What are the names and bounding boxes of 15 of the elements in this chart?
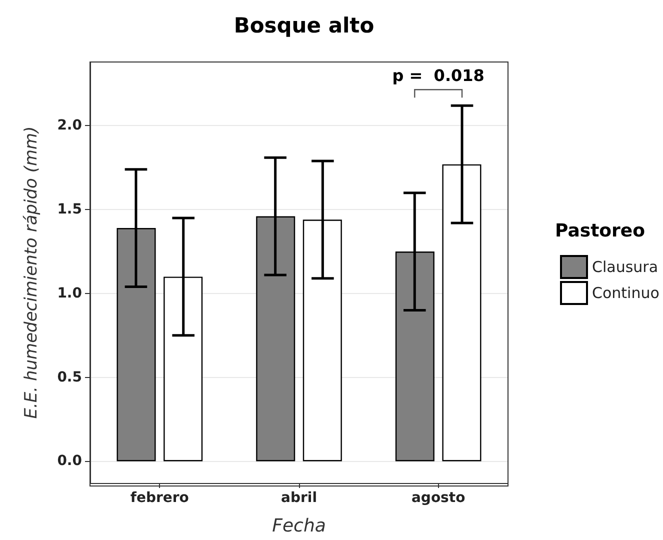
legend-label: Clausura <box>592 258 658 276</box>
annotation: p = 0.018 <box>392 66 484 86</box>
x-tick-label: agosto <box>411 490 466 506</box>
y-tick-label: 1.5 <box>57 202 82 218</box>
legend-title: Pastoreo <box>555 220 645 242</box>
y-tick-label: 0.5 <box>57 369 82 386</box>
chart-title: Bosque alto <box>234 14 374 38</box>
x-tick-label: abril <box>281 490 317 506</box>
y-tick-label: 1.0 <box>57 285 82 302</box>
y-tick-label: 0.0 <box>57 453 82 470</box>
legend-label: Continuo <box>592 284 660 302</box>
x-axis-title: Fecha <box>272 516 326 536</box>
x-tick-label: febrero <box>130 490 190 506</box>
y-axis-title: E.E. humedecimiento rápido (mm) <box>22 126 42 419</box>
y-tick-label: 2.0 <box>57 118 82 134</box>
